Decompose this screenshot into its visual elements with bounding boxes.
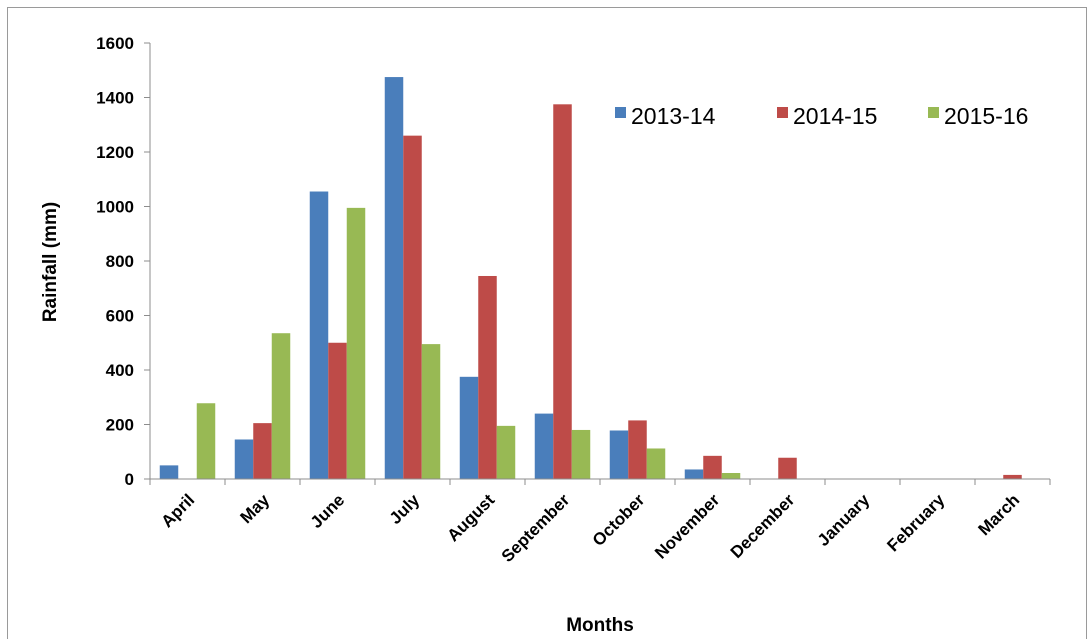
bar-2013-14-october (609, 430, 629, 479)
x-tick-label: June (307, 490, 348, 531)
y-tick-label: 0 (125, 470, 134, 489)
x-axis-title: Months (566, 615, 634, 636)
bar-2015-16-october (646, 448, 666, 479)
bar-2013-14-july (384, 77, 404, 479)
x-tick-label: August (443, 490, 498, 545)
x-tick-label: March (974, 490, 1023, 539)
y-tick-label: 800 (106, 252, 134, 271)
x-tick-label: September (498, 490, 574, 566)
y-tick-label: 600 (106, 307, 134, 326)
legend-label: 2013-14 (631, 103, 716, 129)
bar-2014-15-march (1003, 474, 1022, 479)
bar-2013-14-november (684, 469, 704, 479)
x-tick-label: February (883, 490, 948, 555)
y-tick-label: 400 (106, 361, 134, 380)
y-tick-label: 1200 (96, 143, 134, 162)
bar-2013-14-june (309, 191, 329, 479)
bar-2013-14-may (234, 439, 254, 479)
x-tick-label: December (727, 490, 799, 562)
bar-2013-14-august (459, 376, 479, 479)
bar-2014-15-july (403, 135, 422, 479)
legend-label: 2014-15 (793, 103, 877, 129)
bar-2015-16-august (496, 425, 516, 479)
bar-2014-15-august (478, 275, 497, 479)
bar-2014-15-september (553, 104, 572, 479)
y-tick-label: 1400 (96, 89, 134, 108)
bar-2014-15-june (328, 342, 347, 479)
bar-2014-15-december (778, 457, 797, 479)
y-tick-label: 1000 (96, 198, 134, 217)
bar-2015-16-may (271, 333, 291, 479)
legend: 2013-14 2014-15 2015-16 (615, 103, 1028, 129)
axes (149, 43, 1051, 485)
bar-2014-15-may (253, 423, 272, 479)
bar-2015-16-june (346, 207, 366, 480)
x-tick-label: July (386, 490, 424, 528)
x-tick-label: January (814, 490, 874, 550)
bar-2013-14-april (159, 465, 179, 479)
legend-swatch (777, 107, 788, 118)
bar-2014-15-november (703, 455, 722, 479)
legend-swatch (615, 107, 626, 118)
y-tick-label: 200 (106, 416, 134, 435)
bar-2015-16-april (196, 403, 216, 479)
bars (159, 77, 1022, 480)
legend-label: 2015-16 (944, 103, 1028, 129)
x-tick-label: November (651, 490, 723, 562)
bar-2015-16-november (721, 473, 741, 479)
x-axis-labels: April May June July August September October No… (158, 490, 1024, 566)
bar-2014-15-october (628, 420, 647, 479)
y-tick-label: 1600 (96, 34, 134, 53)
x-tick-label: May (237, 490, 274, 527)
chart-frame (7, 7, 1087, 639)
bar-2015-16-july (421, 344, 441, 479)
y-axis-title: Rainfall (mm) (40, 202, 61, 322)
legend-swatch (928, 107, 939, 118)
y-axis-ticks: 0 200 400 600 800 1000 1200 1400 1600 (96, 34, 150, 489)
bar-2013-14-september (534, 413, 554, 479)
x-tick-label: October (589, 490, 649, 550)
x-tick-label: April (158, 490, 199, 531)
bar-2015-16-september (571, 429, 591, 479)
